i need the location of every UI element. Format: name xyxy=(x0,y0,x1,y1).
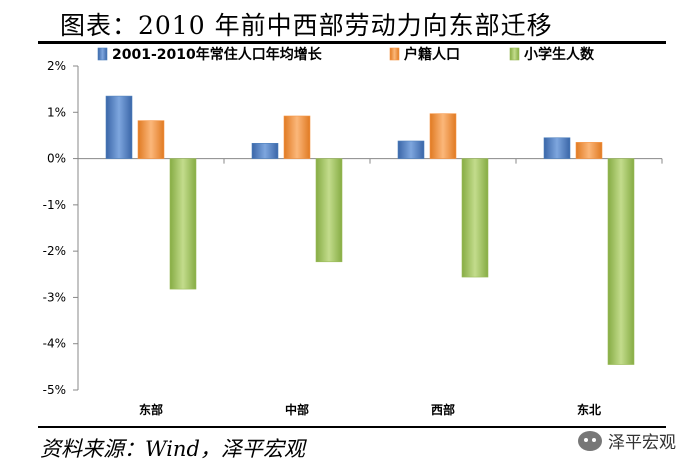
legend-label: 户籍人口 xyxy=(404,46,460,63)
x-category-label: 东部 xyxy=(139,402,163,417)
y-tick-label: -3% xyxy=(43,290,66,304)
bar-pupils-2 xyxy=(461,158,489,278)
legend-label: 2001-2010年常住人口年均增长 xyxy=(112,46,323,63)
bar-pupils-1 xyxy=(315,158,343,263)
x-category-label: 西部 xyxy=(431,402,455,417)
bar-growth-1 xyxy=(251,142,279,159)
title-rule xyxy=(38,41,666,44)
y-tick-label: 0% xyxy=(47,152,66,166)
bar-growth-2 xyxy=(397,140,425,159)
y-tick-label: 2% xyxy=(47,59,66,73)
legend-swatch xyxy=(509,47,520,61)
legend-swatch xyxy=(389,47,400,61)
bar-growth-3 xyxy=(543,137,571,159)
bar-pupils-0 xyxy=(169,158,197,290)
y-tick-label: -1% xyxy=(43,198,66,212)
source-note: 资料来源：Wind，泽平宏观 xyxy=(40,437,305,461)
bar-hukou-0 xyxy=(137,120,165,159)
bar-hukou-2 xyxy=(429,113,457,159)
bar-chart: -5% -4% -3% -2% -1% 0% 1% 2% 东部 中部 西部 东北 2001-2010年… xyxy=(43,46,663,417)
bar-hukou-3 xyxy=(575,142,603,159)
x-category-label: 东北 xyxy=(577,402,601,417)
y-tick-label: -2% xyxy=(43,244,66,258)
bar-hukou-1 xyxy=(283,115,311,159)
watermark-text: 泽平宏观 xyxy=(608,433,676,453)
bar-pupils-3 xyxy=(607,158,635,365)
legend-swatch xyxy=(97,47,108,61)
y-tick-label: 1% xyxy=(47,105,66,119)
wechat-icon xyxy=(578,430,602,451)
x-category-label: 中部 xyxy=(285,402,309,417)
bottom-rule xyxy=(38,426,666,428)
y-tick-label: -5% xyxy=(43,383,66,397)
chart-title: 图表：2010 年前中西部劳动力向东部迁移 xyxy=(60,11,553,40)
legend-label: 小学生人数 xyxy=(524,46,595,63)
watermark: 泽平宏观 xyxy=(578,428,676,453)
y-tick-label: -4% xyxy=(43,337,66,351)
bar-growth-0 xyxy=(105,95,133,159)
